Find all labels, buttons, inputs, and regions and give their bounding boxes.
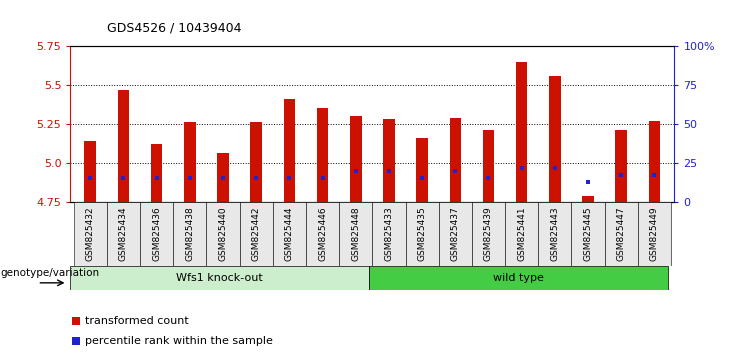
Text: GSM825444: GSM825444 — [285, 206, 294, 261]
Text: GSM825449: GSM825449 — [650, 206, 659, 261]
Bar — [472, 202, 505, 266]
Text: GSM825447: GSM825447 — [617, 206, 625, 261]
Text: transformed count: transformed count — [85, 316, 189, 326]
Bar — [516, 62, 528, 202]
Bar — [582, 195, 594, 202]
Text: GSM825440: GSM825440 — [219, 206, 227, 261]
Text: GSM825441: GSM825441 — [517, 206, 526, 261]
Text: genotype/variation: genotype/variation — [1, 268, 100, 278]
Text: GDS4526 / 10439404: GDS4526 / 10439404 — [107, 22, 242, 35]
Bar — [372, 202, 405, 266]
Bar — [350, 116, 362, 202]
Text: GSM825442: GSM825442 — [252, 206, 261, 261]
Text: GSM825437: GSM825437 — [451, 206, 460, 261]
Bar — [73, 202, 107, 266]
Bar — [405, 202, 439, 266]
Text: GSM825436: GSM825436 — [152, 206, 162, 261]
Bar — [439, 202, 472, 266]
Bar — [648, 121, 660, 202]
Text: GSM825433: GSM825433 — [385, 206, 393, 261]
Text: wild type: wild type — [493, 273, 544, 283]
Bar — [369, 266, 668, 290]
Text: GSM825446: GSM825446 — [318, 206, 327, 261]
Bar — [107, 202, 140, 266]
Text: GSM825438: GSM825438 — [185, 206, 194, 261]
Text: GSM825439: GSM825439 — [484, 206, 493, 261]
Bar — [173, 202, 207, 266]
Text: GSM825435: GSM825435 — [418, 206, 427, 261]
Text: GSM825445: GSM825445 — [583, 206, 593, 261]
Bar — [70, 266, 369, 290]
Bar — [273, 202, 306, 266]
Bar — [416, 138, 428, 202]
Bar — [184, 122, 196, 202]
Text: Wfs1 knock-out: Wfs1 knock-out — [176, 273, 263, 283]
Bar — [250, 122, 262, 202]
Bar — [118, 90, 129, 202]
Text: GSM825448: GSM825448 — [351, 206, 360, 261]
Bar — [538, 202, 571, 266]
Bar — [217, 154, 229, 202]
Bar — [450, 118, 461, 202]
Bar — [482, 130, 494, 202]
Bar — [383, 119, 395, 202]
Bar — [616, 130, 627, 202]
Bar — [605, 202, 638, 266]
Text: GSM825443: GSM825443 — [551, 206, 559, 261]
Bar — [306, 202, 339, 266]
Bar — [638, 202, 671, 266]
Bar — [84, 141, 96, 202]
Bar — [284, 99, 295, 202]
Bar — [549, 76, 561, 202]
Bar — [207, 202, 239, 266]
Bar — [571, 202, 605, 266]
Bar — [151, 144, 162, 202]
Text: percentile rank within the sample: percentile rank within the sample — [85, 336, 273, 346]
Bar — [140, 202, 173, 266]
Bar — [339, 202, 373, 266]
Text: GSM825434: GSM825434 — [119, 206, 128, 261]
Bar — [505, 202, 538, 266]
Bar — [316, 108, 328, 202]
Text: GSM825432: GSM825432 — [86, 206, 95, 261]
Bar — [239, 202, 273, 266]
